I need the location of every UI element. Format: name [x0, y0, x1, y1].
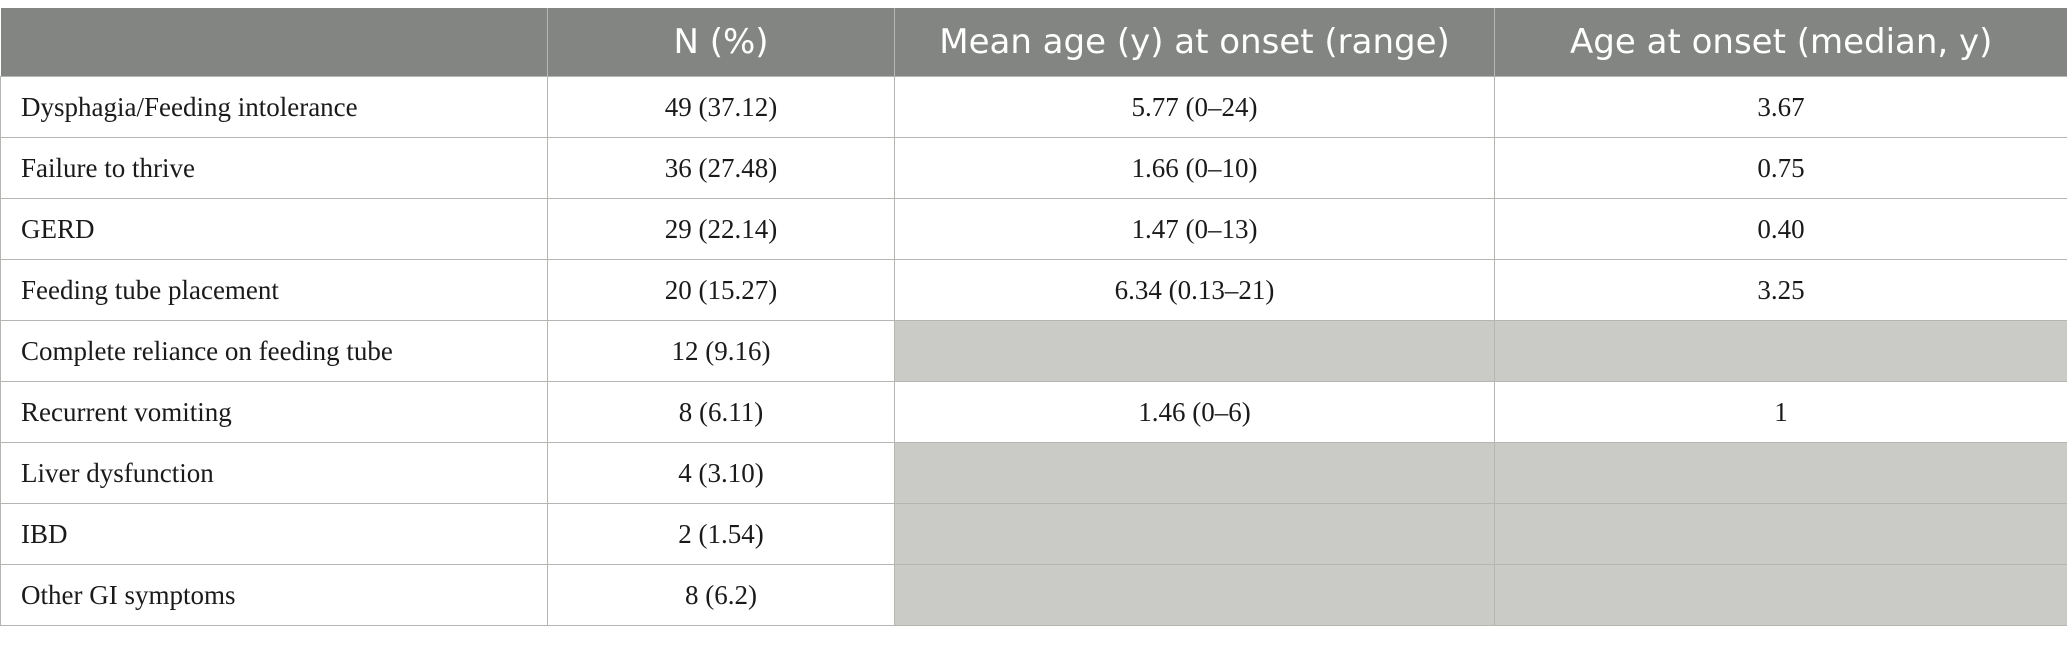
table-row: IBD 2 (1.54)	[0, 503, 2067, 565]
n-percent-cell: 29 (22.14)	[547, 198, 895, 260]
table-row: Liver dysfunction 4 (3.10)	[0, 442, 2067, 504]
n-percent-cell: 8 (6.11)	[547, 381, 895, 443]
empty-cell	[1494, 564, 2067, 626]
empty-cell	[894, 320, 1495, 382]
mean-age-cell: 5.77 (0–24)	[894, 76, 1495, 138]
table-row: Complete reliance on feeding tube 12 (9.…	[0, 320, 2067, 382]
symptom-label: Failure to thrive	[0, 137, 548, 199]
header-n-percent: N (%)	[547, 8, 895, 77]
n-percent-cell: 20 (15.27)	[547, 259, 895, 321]
median-age-cell: 3.67	[1494, 76, 2067, 138]
table-row: Other GI symptoms 8 (6.2)	[0, 564, 2067, 626]
gi-symptoms-table-container: N (%) Mean age (y) at onset (range) Age …	[0, 8, 2067, 626]
header-row: N (%) Mean age (y) at onset (range) Age …	[0, 8, 2067, 77]
symptom-label: Feeding tube placement	[0, 259, 548, 321]
empty-cell	[894, 503, 1495, 565]
mean-age-cell: 1.47 (0–13)	[894, 198, 1495, 260]
n-percent-cell: 4 (3.10)	[547, 442, 895, 504]
table-row: Feeding tube placement 20 (15.27) 6.34 (…	[0, 259, 2067, 321]
table-row: Dysphagia/Feeding intolerance 49 (37.12)…	[0, 76, 2067, 138]
empty-cell	[894, 564, 1495, 626]
median-age-cell: 1	[1494, 381, 2067, 443]
symptom-label: Dysphagia/Feeding intolerance	[0, 76, 548, 138]
n-percent-cell: 12 (9.16)	[547, 320, 895, 382]
symptom-label: Other GI symptoms	[0, 564, 548, 626]
mean-age-cell: 1.66 (0–10)	[894, 137, 1495, 199]
median-age-cell: 0.75	[1494, 137, 2067, 199]
table-row: Failure to thrive 36 (27.48) 1.66 (0–10)…	[0, 137, 2067, 199]
header-mean-age: Mean age (y) at onset (range)	[894, 8, 1495, 77]
table-header: N (%) Mean age (y) at onset (range) Age …	[0, 8, 2067, 77]
table-row: Recurrent vomiting 8 (6.11) 1.46 (0–6) 1	[0, 381, 2067, 443]
empty-cell	[1494, 442, 2067, 504]
header-blank	[0, 8, 548, 77]
n-percent-cell: 2 (1.54)	[547, 503, 895, 565]
median-age-cell: 3.25	[1494, 259, 2067, 321]
n-percent-cell: 8 (6.2)	[547, 564, 895, 626]
n-percent-cell: 49 (37.12)	[547, 76, 895, 138]
gi-symptoms-table: N (%) Mean age (y) at onset (range) Age …	[0, 8, 2067, 626]
empty-cell	[1494, 320, 2067, 382]
symptom-label: GERD	[0, 198, 548, 260]
empty-cell	[894, 442, 1495, 504]
symptom-label: Liver dysfunction	[0, 442, 548, 504]
symptom-label: Complete reliance on feeding tube	[0, 320, 548, 382]
header-median-age: Age at onset (median, y)	[1494, 8, 2067, 77]
median-age-cell: 0.40	[1494, 198, 2067, 260]
mean-age-cell: 1.46 (0–6)	[894, 381, 1495, 443]
n-percent-cell: 36 (27.48)	[547, 137, 895, 199]
mean-age-cell: 6.34 (0.13–21)	[894, 259, 1495, 321]
empty-cell	[1494, 503, 2067, 565]
symptom-label: IBD	[0, 503, 548, 565]
table-body: Dysphagia/Feeding intolerance 49 (37.12)…	[0, 76, 2067, 626]
symptom-label: Recurrent vomiting	[0, 381, 548, 443]
table-row: GERD 29 (22.14) 1.47 (0–13) 0.40	[0, 198, 2067, 260]
